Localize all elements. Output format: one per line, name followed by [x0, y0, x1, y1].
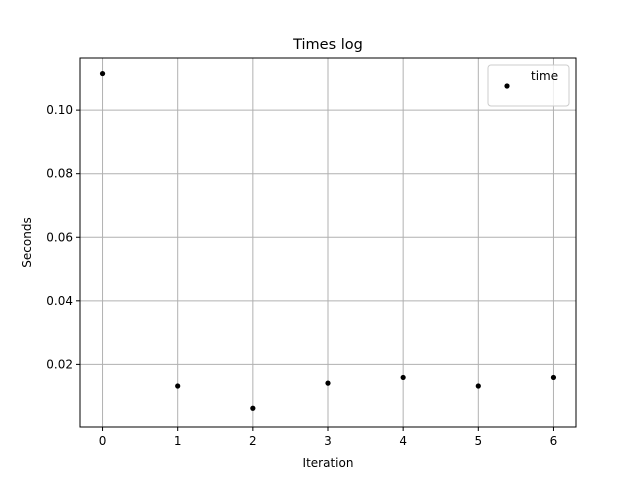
legend: time — [487, 64, 570, 107]
y-tick-label: 0.10 — [46, 103, 73, 117]
y-tick-label: 0.02 — [46, 357, 73, 371]
x-tick-label: 5 — [474, 434, 482, 448]
y-tick-label: 0.04 — [46, 294, 73, 308]
y-axis-label: Seconds — [20, 217, 34, 267]
data-point — [475, 383, 481, 389]
data-point — [99, 70, 106, 77]
x-tick-label: 6 — [550, 434, 558, 448]
x-tick-label: 1 — [174, 434, 182, 448]
data-points — [99, 70, 557, 411]
x-axis-ticks: 0 1 2 3 4 5 6 — [99, 427, 558, 448]
legend-marker — [504, 83, 510, 89]
x-tick-label: 2 — [249, 434, 257, 448]
grid-lines — [80, 58, 576, 427]
y-axis-ticks: 0.02 0.04 0.06 0.08 0.10 — [46, 103, 80, 371]
legend-label-time: time — [531, 69, 558, 83]
y-tick-label: 0.08 — [46, 167, 73, 181]
x-tick-label: 4 — [399, 434, 407, 448]
data-point — [250, 405, 256, 411]
data-point — [400, 374, 406, 381]
data-point — [550, 374, 557, 381]
x-tick-label: 3 — [324, 434, 332, 448]
chart-title: Times log — [292, 37, 363, 53]
x-axis-label: Iteration — [303, 456, 354, 470]
x-tick-label: 0 — [99, 434, 107, 448]
legend-box — [487, 64, 570, 107]
data-point — [325, 380, 331, 386]
data-point — [175, 383, 181, 389]
plot-frame — [79, 57, 577, 428]
y-tick-label: 0.06 — [46, 230, 73, 244]
